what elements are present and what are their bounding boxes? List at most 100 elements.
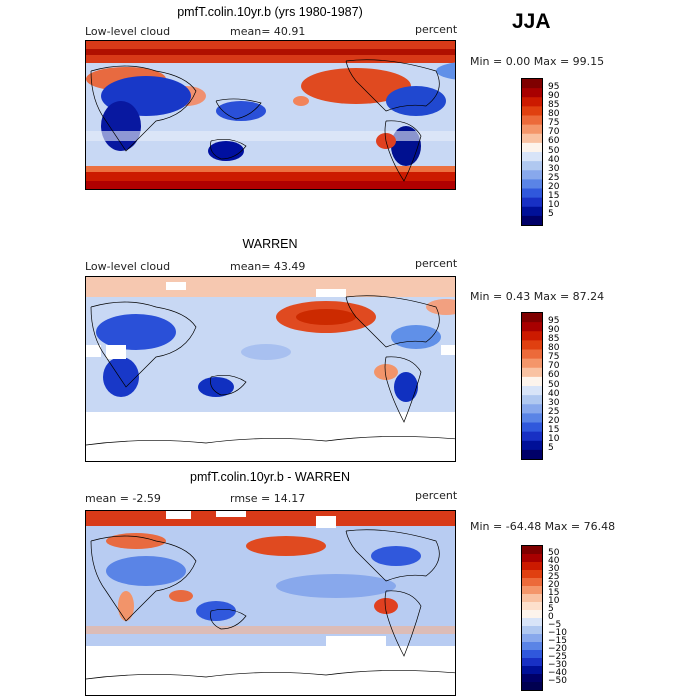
colorbar-swatch [522,618,542,627]
colorbar-swatch [522,658,542,667]
colorbar-swatch [522,152,542,162]
colorbar-tick-label: 0 [548,611,554,622]
colorbar-tick-label: 30 [548,163,560,174]
colorbar-tick-label: −30 [548,659,567,670]
colorbar-swatch [522,97,542,107]
colorbar-tick-label: 10 [548,434,560,445]
panel-1-variable-label: Low-level cloud [85,25,171,38]
colorbar-swatch [522,431,542,442]
colorbar-swatch [522,161,542,171]
colorbar-swatch [522,554,542,563]
colorbar-tick-label: 30 [548,563,560,574]
colorbar-swatch [522,578,542,587]
colorbar-tick-label: 40 [548,154,560,165]
colorbar-tick-label: 85 [548,99,560,110]
colorbar-swatch [522,602,542,611]
panel-3-map [85,510,456,696]
colorbar-swatch [522,349,542,360]
panel-1-map [85,40,456,190]
colorbar-tick-label: 5 [548,443,554,454]
colorbar-tick-label: −40 [548,667,567,678]
colorbar-tick-label: 25 [548,172,560,183]
colorbar-swatch [522,358,542,369]
colorbar-tick-label: 75 [548,352,560,363]
colorbar-swatch [522,642,542,651]
colorbar-tick-label: 50 [548,145,560,156]
colorbar-swatch [522,124,542,135]
colorbar-tick-label: 70 [548,127,560,138]
panel-2-title: WARREN [242,237,298,251]
colorbar-swatch [522,650,542,659]
colorbar-swatch [522,594,542,603]
panel-1-map-graphic [86,41,455,189]
colorbar-tick-label: 10 [548,200,560,211]
colorbar-tick-label: 75 [548,118,560,129]
colorbar-swatch [522,586,542,595]
colorbar-tick-label: 30 [548,397,560,408]
panel-2-variable-label: Low-level cloud [85,260,171,273]
panel-2-map [85,276,456,462]
panel-3-colorbar [521,545,543,691]
colorbar-tick-label: 95 [548,315,560,326]
colorbar-tick-label: 25 [548,406,560,417]
colorbar-tick-label: 50 [548,547,560,558]
panel-3-minmax: Min = -64.48 Max = 76.48 [470,520,616,533]
colorbar-swatch [522,340,542,350]
colorbar-tick-label: −10 [548,627,567,638]
colorbar-tick-label: 80 [548,109,560,119]
panel-2-colorbar [521,312,543,460]
colorbar-tick-label: 15 [548,425,560,436]
colorbar-tick-label: 5 [548,603,554,614]
colorbar-swatch [522,106,542,116]
colorbar-tick-label: 95 [548,81,560,92]
panel-3-units-label: percent [415,489,458,502]
colorbar-tick-label: 85 [548,333,560,344]
colorbar-swatch [522,449,542,459]
colorbar-swatch [522,546,542,555]
colorbar-swatch [522,440,542,451]
colorbar-swatch [522,215,542,225]
colorbar-swatch [522,413,542,423]
colorbar-swatch [522,322,542,332]
colorbar-tick-label: 5 [548,209,554,220]
colorbar-swatch [522,404,542,414]
panel-2-units-label: percent [415,257,458,270]
colorbar-tick-label: 90 [548,324,560,335]
colorbar-swatch [522,682,542,690]
colorbar-tick-label: 80 [548,343,560,353]
colorbar-swatch [522,376,542,387]
colorbar-swatch [522,634,542,643]
colorbar-tick-label: 60 [548,370,560,381]
colorbar-tick-label: 70 [548,361,560,372]
colorbar-swatch [522,674,542,683]
panel-2-mean-label: mean= 43.49 [230,260,306,273]
panel-1-colorbar [521,78,543,226]
colorbar-tick-label: −25 [548,651,567,662]
colorbar-tick-label: 25 [548,571,560,582]
colorbar-swatch [522,206,542,217]
colorbar-tick-label: 15 [548,191,560,202]
panel-3-rmse-label: rmse = 14.17 [230,492,306,505]
panel-3-map-graphic [86,511,455,695]
colorbar-swatch [522,170,542,180]
colorbar-tick-label: 15 [548,587,560,598]
colorbar-tick-label: 20 [548,416,560,426]
colorbar-swatch [522,79,542,89]
panel-1-minmax: Min = 0.00 Max = 99.15 [470,55,605,68]
colorbar-swatch [522,179,542,189]
colorbar-tick-label: 60 [548,136,560,147]
colorbar-tick-label: 40 [548,388,560,399]
panel-1-title: pmfT.colin.10yr.b (yrs 1980-1987) [177,5,363,19]
colorbar-tick-label: 10 [548,595,560,606]
colorbar-tick-label: −50 [548,675,567,686]
colorbar-swatch [522,88,542,98]
panel-3-title: pmfT.colin.10yr.b - WARREN [190,470,350,484]
panel-3-colorbar-swatches [522,546,542,690]
colorbar-swatch [522,395,542,405]
colorbar-tick-label: −15 [548,635,567,646]
colorbar-swatch [522,313,542,323]
colorbar-swatch [522,331,542,341]
colorbar-tick-label: 20 [548,579,560,590]
panel-2-map-graphic [86,277,455,461]
colorbar-swatch [522,422,542,433]
